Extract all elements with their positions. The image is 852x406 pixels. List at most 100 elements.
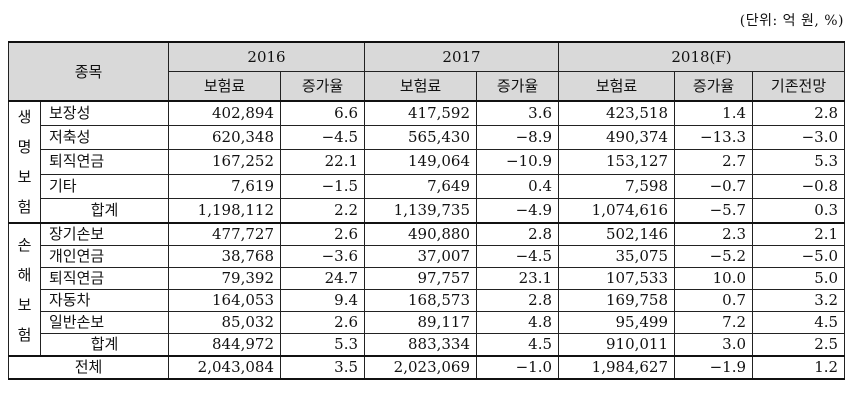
table-row: 개인연금 38,768 −3.6 37,007 −4.5 35,075 −5.2… <box>9 245 846 268</box>
cell-prev-forecast: −5.0 <box>752 245 846 268</box>
row-label: 장기손보 <box>39 222 170 246</box>
cell-premium-2016: 402,894 <box>168 100 282 127</box>
cell-prev-forecast: 1.2 <box>752 355 846 380</box>
cell-premium-2016: 477,727 <box>168 222 282 246</box>
cell-growth-2018: −13.3 <box>674 125 754 151</box>
cell-premium-2018: 423,518 <box>558 100 676 127</box>
table-row: 생명보험 보장성 402,894 6.6 417,592 3.6 423,518… <box>8 100 846 224</box>
cell-premium-2017: 883,334 <box>364 333 478 357</box>
cell-premium-2016: 38,768 <box>168 245 282 268</box>
cell-growth-2017: 4.8 <box>476 311 560 334</box>
cell-premium-2017: 97,757 <box>364 267 478 290</box>
cell-growth-2017: −4.9 <box>476 197 560 224</box>
cell-premium-2016: 620,348 <box>168 125 282 151</box>
header-premium: 보험료 <box>558 71 676 102</box>
nonlife-group-label: 손해보험 <box>8 222 41 357</box>
cell-growth-2017: −8.9 <box>476 125 560 151</box>
cell-growth-2018: 7.2 <box>674 311 754 334</box>
cell-premium-2016: 164,053 <box>168 289 282 312</box>
cell-premium-2016: 79,392 <box>168 267 282 290</box>
cell-premium-2018: 35,075 <box>558 245 676 268</box>
table-row: 자동차 164,053 9.4 168,573 2.8 169,758 0.7 … <box>9 289 846 312</box>
cell-growth-2016: 3.5 <box>280 355 366 380</box>
cell-growth-2018: 3.0 <box>674 333 754 357</box>
cell-premium-2017: 149,064 <box>364 149 478 175</box>
cell-prev-forecast: 3.2 <box>752 289 846 312</box>
cell-premium-2017: 168,573 <box>364 289 478 312</box>
table-row: 퇴직연금 79,392 24.7 97,757 23.1 107,533 10.… <box>9 267 846 290</box>
cell-growth-2016: 2.6 <box>280 311 366 334</box>
cell-premium-2017: 7,649 <box>364 173 478 199</box>
cell-premium-2017: 565,430 <box>364 125 478 151</box>
cell-prev-forecast: 2.8 <box>752 100 846 127</box>
cell-premium-2017: 1,139,735 <box>364 197 478 224</box>
cell-growth-2016: −3.6 <box>280 245 366 268</box>
header-category: 종목 <box>7 41 170 102</box>
cell-growth-2016: −4.5 <box>280 125 366 151</box>
cell-premium-2016: 7,619 <box>168 173 282 199</box>
cell-growth-2018: 2.3 <box>674 222 754 246</box>
header-growth: 증가율 <box>476 71 560 102</box>
cell-growth-2018: −5.2 <box>674 245 754 268</box>
cell-premium-2018: 95,499 <box>558 311 676 334</box>
cell-prev-forecast: 0.3 <box>752 197 846 224</box>
cell-premium-2018: 153,127 <box>558 149 676 175</box>
table-row: 저축성 620,348 −4.5 565,430 −8.9 490,374 −1… <box>9 125 846 151</box>
table-row-grand-total: 전체 2,043,084 3.5 2,023,069 −1.0 1,984,62… <box>7 355 846 380</box>
cell-premium-2016: 1,198,112 <box>168 197 282 224</box>
life-group-label: 생명보험 <box>8 100 41 224</box>
header-year-2017: 2017 <box>364 41 560 72</box>
cell-growth-2016: 2.6 <box>280 222 366 246</box>
row-label: 자동차 <box>39 289 170 312</box>
table-row: 기타 7,619 −1.5 7,649 0.4 7,598 −0.7 −0.8 <box>9 173 846 199</box>
cell-premium-2017: 37,007 <box>364 245 478 268</box>
header-row-years: 종목 2016 2017 2018(F) <box>7 41 846 102</box>
cell-premium-2018: 502,146 <box>558 222 676 246</box>
cell-growth-2017: 3.6 <box>476 100 560 127</box>
cell-premium-2017: 490,880 <box>364 222 478 246</box>
row-label: 퇴직연금 <box>39 267 170 290</box>
cell-growth-2018: 0.7 <box>674 289 754 312</box>
table-row-subtotal: 합계 1,198,112 2.2 1,139,735 −4.9 1,074,61… <box>9 197 846 224</box>
cell-premium-2017: 89,117 <box>364 311 478 334</box>
cell-growth-2018: 10.0 <box>674 267 754 290</box>
cell-premium-2018: 1,074,616 <box>558 197 676 224</box>
cell-growth-2016: 5.3 <box>280 333 366 357</box>
table-row: 일반손보 85,032 2.6 89,117 4.8 95,499 7.2 4.… <box>9 311 846 334</box>
row-label: 저축성 <box>39 125 170 151</box>
row-label: 일반손보 <box>39 311 170 334</box>
cell-growth-2017: 2.8 <box>476 289 560 312</box>
cell-premium-2018: 1,984,627 <box>558 355 676 380</box>
cell-premium-2018: 107,533 <box>558 267 676 290</box>
header-premium: 보험료 <box>364 71 478 102</box>
table-row: 퇴직연금 167,252 22.1 149,064 −10.9 153,127 … <box>9 149 846 175</box>
cell-growth-2017: −4.5 <box>476 245 560 268</box>
cell-growth-2018: −0.7 <box>674 173 754 199</box>
cell-prev-forecast: −0.8 <box>752 173 846 199</box>
cell-growth-2017: 23.1 <box>476 267 560 290</box>
cell-growth-2018: −5.7 <box>674 197 754 224</box>
cell-prev-forecast: 5.3 <box>752 149 846 175</box>
header-growth: 증가율 <box>674 71 754 102</box>
cell-premium-2017: 417,592 <box>364 100 478 127</box>
cell-growth-2018: 1.4 <box>674 100 754 127</box>
cell-premium-2018: 7,598 <box>558 173 676 199</box>
cell-growth-2016: 9.4 <box>280 289 366 312</box>
cell-prev-forecast: 2.1 <box>752 222 846 246</box>
cell-premium-2017: 2,023,069 <box>364 355 478 380</box>
header-premium: 보험료 <box>168 71 282 102</box>
row-label: 보장성 <box>39 100 170 127</box>
header-year-2016: 2016 <box>168 41 366 72</box>
row-label: 합계 <box>39 333 170 357</box>
header-row-metrics: 보험료 증가율 보험료 증가율 보험료 증가율 기존전망 <box>9 71 846 102</box>
row-label: 합계 <box>39 197 170 224</box>
row-label: 전체 <box>7 355 170 380</box>
cell-growth-2018: 2.7 <box>674 149 754 175</box>
row-label: 퇴직연금 <box>39 149 170 175</box>
header-growth: 증가율 <box>280 71 366 102</box>
insurance-premium-table: 종목 2016 2017 2018(F) 보험료 증가율 보험료 증가율 보험료… <box>7 41 846 380</box>
cell-growth-2016: 22.1 <box>280 149 366 175</box>
cell-growth-2016: 2.2 <box>280 197 366 224</box>
cell-premium-2018: 490,374 <box>558 125 676 151</box>
cell-prev-forecast: −3.0 <box>752 125 846 151</box>
